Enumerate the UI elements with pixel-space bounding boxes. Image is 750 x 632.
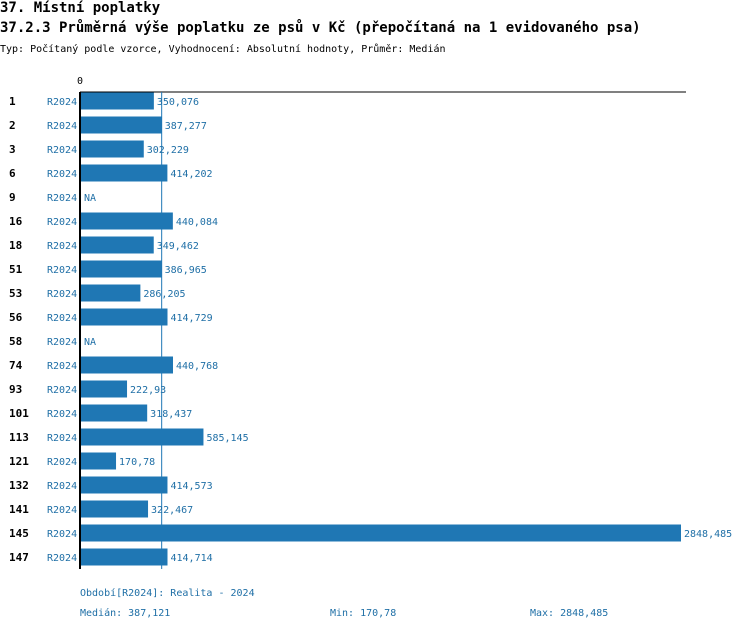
category-label: 58: [9, 335, 22, 348]
category-label: 6: [9, 167, 16, 180]
category-label: 9: [9, 191, 16, 204]
series-label: R2024: [47, 361, 77, 372]
category-label: 132: [9, 479, 29, 492]
value-label: 414,714: [171, 553, 213, 564]
category-label: 101: [9, 407, 29, 420]
category-label: 145: [9, 527, 29, 540]
bar: [81, 164, 168, 182]
value-label: 2848,485: [684, 529, 732, 540]
value-label: 440,768: [176, 361, 218, 372]
page-title: 37. Místní poplatky: [0, 0, 161, 16]
series-label: R2024: [47, 385, 77, 396]
value-label: NA: [84, 337, 96, 348]
value-label: 414,202: [170, 169, 212, 180]
value-label: 414,729: [171, 313, 213, 324]
bar: [81, 404, 148, 422]
period-label: Období[R2024]: Realita - 2024: [80, 588, 255, 599]
series-label: R2024: [47, 97, 77, 108]
chart-title: 37.2.3 Průměrná výše poplatku ze psů v K…: [0, 20, 641, 36]
value-label: 349,462: [157, 241, 199, 252]
category-label: 141: [9, 503, 29, 516]
series-label: R2024: [47, 289, 77, 300]
bar: [81, 236, 154, 254]
category-label: 74: [9, 359, 23, 372]
series-label: R2024: [47, 169, 77, 180]
value-label: 286,205: [143, 289, 185, 300]
value-label: 440,084: [176, 217, 218, 228]
category-label: 121: [9, 455, 29, 468]
category-label: 113: [9, 431, 29, 444]
series-label: R2024: [47, 217, 77, 228]
value-label: 170,78: [119, 457, 155, 468]
series-label: R2024: [47, 241, 77, 252]
series-label: R2024: [47, 553, 77, 564]
bar: [81, 452, 117, 470]
bar: [81, 92, 154, 110]
category-label: 3: [9, 143, 16, 156]
category-label: 93: [9, 383, 22, 396]
series-label: R2024: [47, 337, 77, 348]
min-stat: Min: 170,78: [330, 608, 397, 619]
bar: [81, 476, 168, 494]
series-label: R2024: [47, 409, 77, 420]
category-label: 18: [9, 239, 22, 252]
category-label: 51: [9, 263, 23, 276]
bar: [81, 116, 162, 134]
series-label: R2024: [47, 265, 77, 276]
series-label: R2024: [47, 145, 77, 156]
series-label: R2024: [47, 121, 77, 132]
bar: [81, 428, 204, 446]
value-label: 318,437: [150, 409, 192, 420]
series-label: R2024: [47, 457, 77, 468]
series-label: R2024: [47, 529, 77, 540]
bar: [81, 548, 168, 566]
bar: [81, 212, 173, 230]
category-label: 147: [9, 551, 29, 564]
chart-meta: Typ: Počítaný podle vzorce, Vyhodnocení:…: [0, 44, 446, 55]
bar: [81, 500, 149, 518]
value-label: 302,229: [147, 145, 189, 156]
value-label: 322,467: [151, 505, 193, 516]
axis-zero-label: 0: [77, 76, 83, 87]
bar: [81, 260, 162, 278]
bar: [81, 140, 144, 158]
category-label: 53: [9, 287, 22, 300]
max-stat: Max: 2848,485: [530, 608, 609, 619]
series-label: R2024: [47, 505, 77, 516]
bar: [81, 308, 168, 326]
value-label: 386,965: [165, 265, 207, 276]
value-label: 222,93: [130, 385, 166, 396]
category-label: 16: [9, 215, 23, 228]
value-label: 414,573: [170, 481, 212, 492]
value-label: NA: [84, 193, 96, 204]
series-label: R2024: [47, 193, 77, 204]
bar: [81, 356, 173, 374]
value-label: 387,277: [165, 121, 207, 132]
series-label: R2024: [47, 433, 77, 444]
value-label: 350,076: [157, 97, 199, 108]
category-label: 2: [9, 119, 16, 132]
bar: [81, 284, 141, 302]
series-label: R2024: [47, 481, 77, 492]
bar: [81, 524, 681, 542]
value-label: 585,145: [206, 433, 248, 444]
median-stat: Medián: 387,121: [80, 608, 171, 619]
category-label: 56: [9, 311, 23, 324]
bar: [81, 380, 128, 398]
category-label: 1: [9, 95, 16, 108]
series-label: R2024: [47, 313, 77, 324]
